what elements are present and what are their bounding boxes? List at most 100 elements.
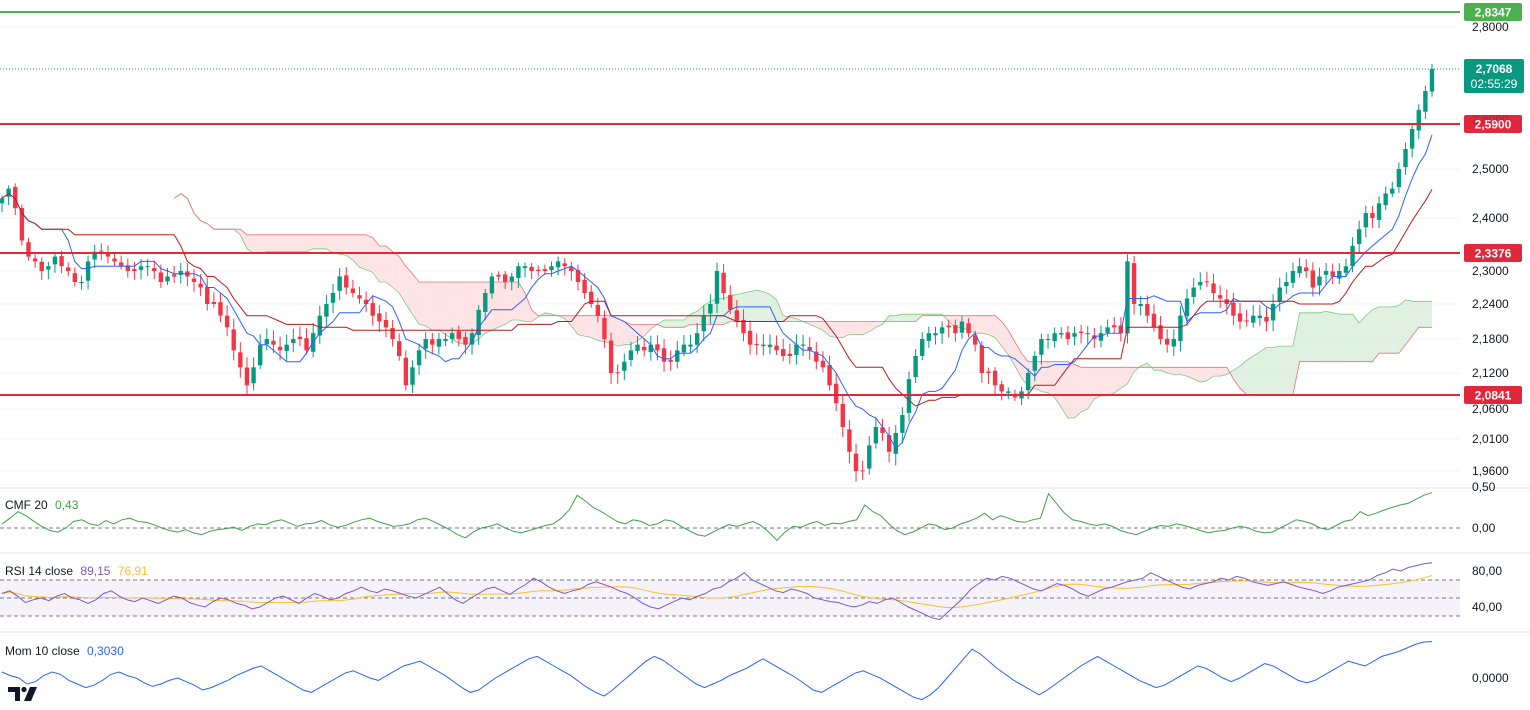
candle-body — [171, 274, 177, 277]
ichimoku-cloud-segment — [326, 234, 334, 254]
candle-body — [271, 340, 276, 345]
momentum-line — [1, 641, 1433, 701]
candle-body — [807, 346, 812, 351]
candle-body — [284, 344, 289, 351]
ichimoku-cloud-segment — [1048, 361, 1055, 398]
candle-body — [959, 321, 965, 333]
ichimoku-cloud-segment — [458, 282, 466, 344]
ichimoku-cloud-segment — [491, 282, 499, 331]
ichimoku-cloud-segment — [531, 309, 539, 322]
ichimoku-cloud-segment — [1206, 367, 1214, 381]
candle-body — [926, 333, 932, 341]
ichimoku-cloud-segment — [246, 234, 254, 254]
candle-body — [145, 266, 150, 268]
ichimoku-cloud-segment — [644, 324, 651, 337]
candle-body — [330, 293, 336, 303]
candle-body — [933, 333, 938, 336]
rsi-ma-line — [1, 575, 1433, 608]
candle-body — [59, 256, 64, 267]
candle-body — [833, 383, 839, 404]
candle-body — [1151, 313, 1157, 328]
candle-body — [198, 283, 203, 288]
candle-body — [800, 344, 806, 346]
ichimoku-cloud-segment — [293, 234, 300, 252]
ichimoku-cloud-segment — [253, 234, 261, 254]
candle-body — [85, 261, 91, 281]
candle-body — [781, 349, 786, 356]
candle-body — [1105, 327, 1110, 333]
ichimoku-cloud-segment — [1279, 346, 1287, 395]
candle-body — [138, 266, 144, 270]
candle-body — [19, 208, 25, 241]
candle-body — [648, 344, 653, 353]
ichimoku-cloud-segment — [1087, 367, 1095, 409]
momentum-axis-tick: 0,0000 — [1472, 671, 1509, 685]
ichimoku-cloud-segment — [1220, 367, 1227, 377]
candle-body — [986, 371, 991, 373]
rsi-panel[interactable] — [0, 562, 1460, 621]
candle-body — [6, 188, 11, 197]
ichimoku-cloud-segment — [1120, 367, 1128, 389]
candle-body — [516, 266, 521, 279]
cmf-axis-tick: 0,50 — [1472, 480, 1496, 494]
ichimoku-cloud-segment — [624, 321, 631, 345]
ichimoku-cloud-segment — [1392, 305, 1399, 354]
candle-body — [1065, 332, 1071, 339]
momentum-legend: Mom 10 close 0,3030 — [5, 644, 128, 658]
candle-body — [549, 266, 554, 271]
candle-body — [350, 288, 356, 293]
candle-body — [218, 302, 223, 316]
tradingview-logo-icon[interactable] — [6, 683, 40, 703]
candle-body — [880, 427, 885, 433]
candle-body — [1145, 304, 1150, 316]
candle-body — [251, 367, 256, 384]
candle-body — [906, 379, 912, 413]
horizontal-level-tag — [1464, 3, 1522, 21]
candle-body — [1363, 213, 1368, 228]
price-axis-tick: 2,3000 — [1472, 264, 1509, 278]
candles — [0, 63, 1435, 482]
candle-body — [1138, 304, 1143, 307]
candle-body — [1290, 271, 1296, 283]
candle-body — [443, 339, 448, 341]
candle-body — [112, 258, 117, 262]
candle-body — [1409, 129, 1415, 149]
price-axis-tick: 2,5000 — [1472, 162, 1509, 176]
ichimoku-cloud-segment — [286, 234, 294, 252]
ichimoku-cloud-segment — [842, 321, 850, 338]
ichimoku-cloud-segment — [1425, 301, 1432, 328]
candle-body — [701, 315, 706, 332]
ichimoku-cloud-segment — [856, 321, 863, 335]
candle-body — [589, 291, 594, 304]
ichimoku-cloud-segment — [333, 234, 340, 255]
ichimoku-cloud-segment — [948, 315, 956, 328]
candle-body — [297, 336, 303, 339]
candle-body — [496, 274, 501, 277]
ichimoku-cloud-segment — [1067, 361, 1075, 418]
candle-body — [661, 348, 667, 362]
candle-body — [1052, 333, 1057, 342]
ichimoku-cloud-segment — [1292, 312, 1300, 395]
cmf-panel[interactable] — [0, 492, 1460, 542]
candle-body — [125, 265, 130, 271]
ichimoku-cloud-segment — [677, 320, 684, 328]
ichimoku-cloud-segment — [419, 282, 426, 326]
candle-body — [1178, 315, 1183, 342]
ichimoku-cloud-segment — [1299, 312, 1307, 362]
price-panel[interactable] — [0, 11, 1530, 633]
candle-body — [1416, 109, 1421, 131]
price-axis-tick: 2,8000 — [1472, 20, 1509, 34]
candle-body — [1429, 69, 1435, 92]
ichimoku-cloud-segment — [273, 234, 281, 252]
ichimoku-cloud-segment — [584, 315, 592, 338]
candle-body — [1045, 339, 1051, 340]
candle-body — [257, 344, 263, 366]
ichimoku-cloud-segment — [1107, 367, 1115, 396]
momentum-panel[interactable] — [1, 641, 1433, 701]
ichimoku-cloud-segment — [750, 290, 757, 322]
ichimoku-cloud-segment — [611, 315, 618, 347]
candle-body — [377, 313, 382, 322]
rsi-ma-legend-value: 76,91 — [117, 564, 148, 578]
